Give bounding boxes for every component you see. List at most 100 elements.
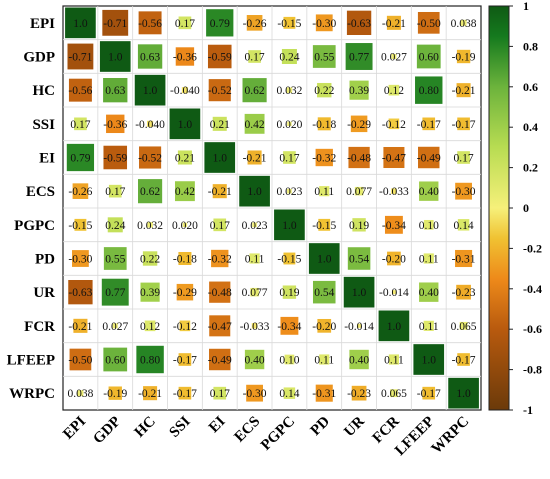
row-label: LFEEP [7, 353, 55, 369]
cell-label: -0.34 [277, 321, 301, 333]
cell-label: -0.17 [173, 355, 197, 367]
heatmap-cell [456, 83, 471, 98]
cell-label: -0.48 [208, 287, 232, 299]
heatmap-cell [143, 386, 158, 401]
heatmap-cell [390, 389, 398, 398]
heatmap-cell [204, 142, 236, 173]
cell-label: 0.11 [419, 321, 439, 333]
row-label: PGPC [14, 218, 55, 234]
heatmap-cell [213, 218, 227, 232]
cell-label: -0.033 [240, 321, 270, 333]
heatmap-cell [283, 16, 296, 29]
heatmap-cell [315, 148, 333, 167]
cell-label: 0.038 [451, 18, 477, 30]
cell-label: -0.63 [68, 287, 92, 299]
cell-label: -0.31 [312, 388, 336, 400]
cell-label: 1.0 [73, 18, 88, 30]
heatmap-cell [112, 323, 118, 329]
colorbar-tick-label: 0.8 [523, 39, 538, 53]
cell-label: -0.59 [208, 52, 232, 64]
heatmap-cell [419, 181, 439, 201]
heatmap-cell [138, 179, 163, 204]
cell-label: -0.49 [417, 153, 441, 165]
heatmap-cell [179, 320, 191, 332]
cell-label: -0.12 [173, 321, 197, 333]
cell-label: 1.0 [213, 153, 228, 165]
colorbar-gradient [488, 5, 510, 411]
cell-label: 0.020 [276, 119, 302, 131]
heatmap-cell [315, 14, 333, 32]
cell-label: -0.49 [208, 355, 232, 367]
heatmap-cell [134, 74, 166, 106]
cell-label: -0.21 [243, 153, 267, 165]
heatmap-cell [181, 87, 188, 94]
heatmap-cell [283, 252, 296, 265]
cell-label: -0.18 [173, 254, 197, 266]
row-label: FCR [24, 319, 55, 335]
colorbar-tick-label: 1 [523, 0, 529, 13]
colorbar-tick-label: -1 [523, 403, 533, 417]
cell-label: 0.038 [67, 388, 93, 400]
column-label: UR [341, 413, 368, 440]
cell-label: -0.50 [417, 18, 441, 30]
cell-label: 1.0 [108, 52, 123, 64]
cell-label: 1.0 [387, 321, 402, 333]
cell-label: -0.71 [68, 52, 92, 64]
row-label: EPI [30, 16, 55, 32]
row-label: ECS [26, 184, 55, 200]
heatmap-cell [287, 188, 292, 194]
heatmap-cell [99, 41, 131, 72]
heatmap-cell [212, 184, 227, 199]
colorbar-tick-label: -0.8 [523, 363, 542, 377]
cell-label: 0.12 [140, 321, 160, 333]
cell-label: 0.17 [105, 186, 125, 198]
heatmap-cell [422, 117, 436, 131]
heatmap-cell [351, 385, 367, 401]
cell-label: 0.11 [314, 186, 334, 198]
heatmap-cell [107, 217, 123, 233]
cell-label: -0.033 [379, 186, 409, 198]
cell-label: 1.0 [282, 220, 297, 232]
cell-label: -0.21 [138, 388, 162, 400]
cell-label: -0.59 [103, 153, 127, 165]
cell-label: -0.34 [382, 220, 406, 232]
cell-label: -0.12 [382, 119, 406, 131]
row-label: UR [33, 285, 55, 301]
heatmap-cell [252, 222, 257, 228]
cell-label: 0.10 [279, 355, 299, 367]
heatmap-cell [248, 50, 261, 63]
cell-label: 0.40 [419, 186, 439, 198]
row-label: GDP [23, 50, 55, 66]
heatmap-cell [103, 347, 128, 372]
cell-label: 0.77 [349, 52, 369, 64]
cell-label: 0.11 [419, 254, 439, 266]
heatmap-cell [349, 80, 369, 100]
heatmap-cell [415, 76, 443, 104]
heatmap-cell [391, 188, 397, 194]
cell-label: 0.39 [140, 287, 160, 299]
heatmap-cell [206, 9, 234, 37]
heatmap-cell [108, 184, 122, 198]
heatmap-cell [246, 384, 263, 402]
cell-label: 0.24 [105, 220, 125, 232]
cell-label: 0.62 [245, 85, 265, 97]
cell-label: -0.21 [452, 85, 476, 97]
cell-label: 0.21 [210, 119, 230, 131]
cell-label: 0.54 [314, 287, 334, 299]
cell-label: 0.023 [242, 220, 268, 232]
cell-label: 0.17 [279, 153, 299, 165]
cell-label: 0.42 [175, 186, 195, 198]
heatmap-cell [147, 222, 153, 228]
heatmap-cell [175, 47, 195, 66]
cell-label: 0.22 [314, 85, 334, 97]
column-label: EI [206, 413, 229, 436]
cell-label: 0.032 [137, 220, 163, 232]
cell-label: 0.63 [105, 85, 125, 97]
cell-label: -0.21 [68, 321, 92, 333]
heatmap-cell [346, 10, 372, 36]
heatmap-cell [457, 151, 470, 164]
heatmap-cell [286, 87, 293, 93]
cell-label: -0.17 [173, 388, 197, 400]
cell-label: -0.47 [208, 321, 232, 333]
colorbar-tick-label: 0.2 [523, 161, 538, 175]
